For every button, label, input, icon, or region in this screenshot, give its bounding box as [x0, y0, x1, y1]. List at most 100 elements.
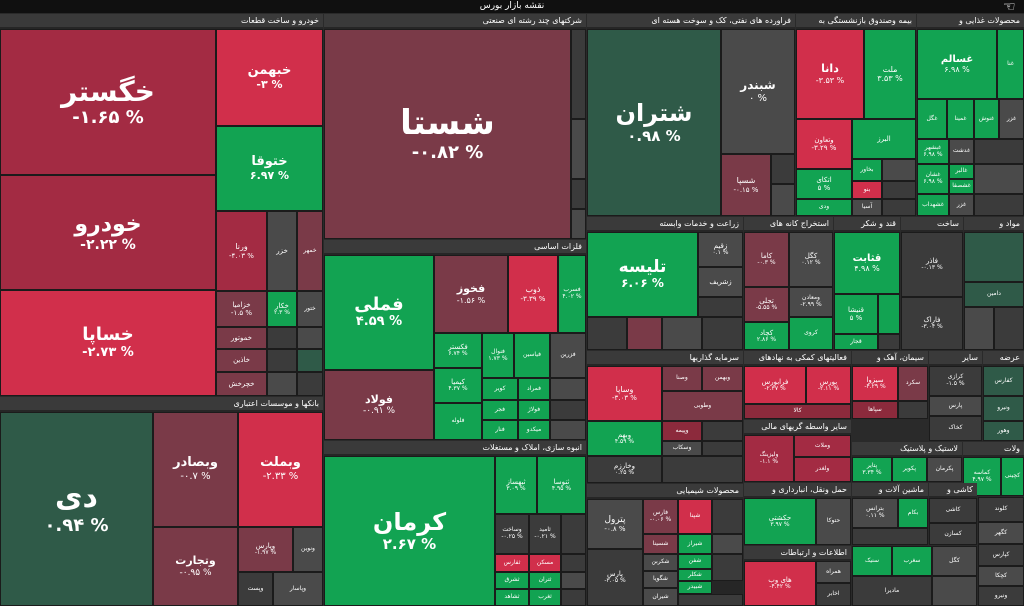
- tile-f2[interactable]: [882, 181, 916, 199]
- tile-qasabet[interactable]: قثابت ۴.۹۸ %: [834, 232, 900, 294]
- tile-shasta[interactable]: شستا -۰.۸۲ %: [324, 29, 571, 239]
- tile-tshahed[interactable]: ثشاهد: [495, 589, 529, 606]
- tile-hpars[interactable]: حتوکا: [816, 498, 851, 545]
- tile-kvino[interactable]: ونیرو: [978, 586, 1024, 606]
- tile-folad[interactable]: فولاد -۰.۹۱ %: [324, 370, 434, 440]
- tile-khsapa[interactable]: خساپا -۲.۷۳ %: [0, 290, 216, 396]
- tile-kashi[interactable]: کاشی: [929, 498, 977, 523]
- tile-skord[interactable]: سکرد: [898, 366, 928, 401]
- tile-sipaha[interactable]: سپاها: [852, 401, 898, 419]
- tile-kisazn[interactable]: کسازن: [929, 523, 977, 545]
- tile-faraak[interactable]: فاراک -۳.۰۴ %: [901, 297, 963, 350]
- tile-khcharkh[interactable]: خچرخش: [216, 372, 267, 396]
- tile-khegostar[interactable]: خگستر -۱.۶۵ %: [0, 29, 216, 175]
- tile-vlisa[interactable]: ولیزینگ -۱.۱ %: [744, 435, 794, 482]
- tile-kmasa[interactable]: کماسه ۴.۹۷ %: [963, 457, 1001, 496]
- tile-vhoor[interactable]: وهور: [983, 421, 1024, 441]
- tile-fanoval[interactable]: فنوال ۱.۷۳ %: [482, 333, 514, 378]
- tile-kbzm[interactable]: کچکا: [978, 566, 1024, 586]
- tile-small-6[interactable]: [297, 372, 323, 396]
- tile-kfars[interactable]: کفارس: [983, 366, 1024, 396]
- tile-mellat[interactable]: ملت ۳.۵۳ %: [864, 29, 916, 119]
- tile-khtoga[interactable]: ختوقا ۶.۹۷ %: [216, 126, 323, 211]
- tile-ghsham[interactable]: غشصفا: [949, 179, 974, 194]
- tile-vskar[interactable]: وسکاب: [662, 441, 702, 456]
- tile-m3[interactable]: [571, 179, 586, 209]
- tile-famrad[interactable]: فمراد: [518, 378, 550, 400]
- tile-o2[interactable]: [771, 184, 795, 216]
- tile-shkolr[interactable]: شکلر: [678, 569, 712, 581]
- tile-asia[interactable]: آسیا: [852, 199, 882, 216]
- tile-shabriz[interactable]: شپنا: [678, 499, 712, 534]
- tile-folazh[interactable]: فولاژ: [518, 400, 550, 420]
- tile-vorta[interactable]: ورنا -۴.۰۳ %: [216, 211, 267, 291]
- tile-m4[interactable]: [571, 209, 586, 239]
- tile-kgalo[interactable]: کگل: [932, 546, 977, 576]
- tile-kavir[interactable]: کویر: [482, 378, 518, 400]
- tile-talise[interactable]: تلیسه ۶.۰۶ %: [587, 232, 698, 317]
- tile-kerman[interactable]: کرمان ۲.۶۷ %: [324, 456, 495, 606]
- tile-hamrah[interactable]: همراه: [816, 561, 851, 583]
- tile-o1[interactable]: [771, 154, 795, 184]
- tile-sbazard[interactable]: سیزوا -۴.۲۹ %: [852, 366, 898, 401]
- tile-vpasar[interactable]: وپاسار: [273, 572, 323, 606]
- tile-fajr[interactable]: فجر: [482, 400, 518, 420]
- tile-kkhazar[interactable]: کخاک: [929, 416, 982, 441]
- tile-s1[interactable]: [878, 294, 900, 334]
- tile-snik[interactable]: سنیک: [852, 546, 892, 576]
- tile-kfram[interactable]: کپارس: [978, 544, 1024, 566]
- tile-me3[interactable]: [550, 420, 586, 440]
- tile-tsakht[interactable]: وساخت -۰.۲۵ %: [495, 514, 529, 554]
- tile-fzarin[interactable]: فزرین: [550, 333, 586, 378]
- tile-m1[interactable]: [571, 29, 586, 119]
- tile-small-5[interactable]: [267, 372, 297, 396]
- tile-a4[interactable]: [662, 317, 702, 350]
- tile-ma1[interactable]: [852, 528, 928, 545]
- tile-vbsader[interactable]: وبصادر -۰.۷ %: [153, 412, 238, 527]
- tile-vmelat[interactable]: وملات: [794, 435, 851, 457]
- tile-ptayer[interactable]: پتایر ۳.۳۴ %: [852, 457, 892, 482]
- tile-mc3[interactable]: [561, 572, 586, 589]
- tile-shgoya[interactable]: شگویا: [643, 571, 678, 588]
- tile-vbahman[interactable]: وبهمن: [702, 366, 743, 391]
- tile-petrol[interactable]: پترول -۰.۸ %: [587, 499, 643, 549]
- tile-btrans[interactable]: بترانس ۰.۱۱ %: [852, 498, 898, 528]
- tile-a1[interactable]: [698, 297, 743, 317]
- tile-ghzr[interactable]: غزر: [949, 194, 974, 216]
- tile-zsharif[interactable]: زشریف: [698, 267, 743, 297]
- tile-qfajr[interactable]: قجار: [834, 334, 878, 350]
- tile-tshargh[interactable]: ثشرق: [495, 572, 529, 589]
- tile-ghesalam[interactable]: غسالم ۶.۹۸ %: [917, 29, 997, 99]
- tile-khmehr[interactable]: خمهر: [297, 211, 323, 291]
- tile-ghzar[interactable]: غزر: [999, 99, 1024, 139]
- tile-tgharb[interactable]: ثغرب: [529, 589, 561, 606]
- tile-vsapa[interactable]: وساپا -۳.۰۳ %: [587, 366, 662, 421]
- tile-ce1[interactable]: [898, 401, 928, 419]
- tile-fo3[interactable]: [974, 194, 1024, 216]
- tile-thamaz[interactable]: ثبهساز ۳.۰۹ %: [495, 456, 537, 514]
- tile-m2[interactable]: [571, 119, 586, 179]
- tile-ahkhan[interactable]: اخابر: [816, 583, 851, 606]
- tile-shlbn[interactable]: شیران: [643, 588, 678, 606]
- tile-vtejarat[interactable]: وتجارت -۰.۹۵ %: [153, 527, 238, 606]
- tile-i1[interactable]: [702, 421, 743, 441]
- tile-qnisha[interactable]: قنیشا ۵ %: [834, 294, 878, 334]
- tile-vkharazm[interactable]: وخارزم ۰.۲۵ %: [587, 456, 662, 483]
- tile-kimia[interactable]: کیمیا ۴.۳۷ %: [434, 368, 482, 403]
- tile-fanar[interactable]: فنار: [482, 420, 518, 440]
- tile-mc2[interactable]: [561, 554, 586, 572]
- tile-vsina[interactable]: وصنا: [662, 366, 702, 391]
- tile-kala[interactable]: کالا: [744, 404, 851, 419]
- tile-vghadir[interactable]: ولغدر: [794, 457, 851, 482]
- tile-kama[interactable]: کاما -۰.۳ %: [744, 232, 789, 287]
- tile-vnhar[interactable]: ونیرو: [983, 396, 1024, 421]
- tile-mc1[interactable]: [561, 514, 586, 554]
- tile-vtoosa[interactable]: وطوبی: [662, 391, 743, 421]
- tile-mdabir[interactable]: مادیرا: [852, 576, 932, 606]
- tile-ch1[interactable]: [712, 499, 743, 534]
- tile-fameli[interactable]: فملی ۴.۵۹ %: [324, 255, 434, 370]
- tile-shfaras[interactable]: فارس -۰.۰۶ %: [643, 499, 678, 534]
- tile-mb1[interactable]: [932, 576, 977, 606]
- tile-shkorba[interactable]: شکربن: [643, 554, 678, 571]
- tile-shsina[interactable]: شسینا: [643, 534, 678, 554]
